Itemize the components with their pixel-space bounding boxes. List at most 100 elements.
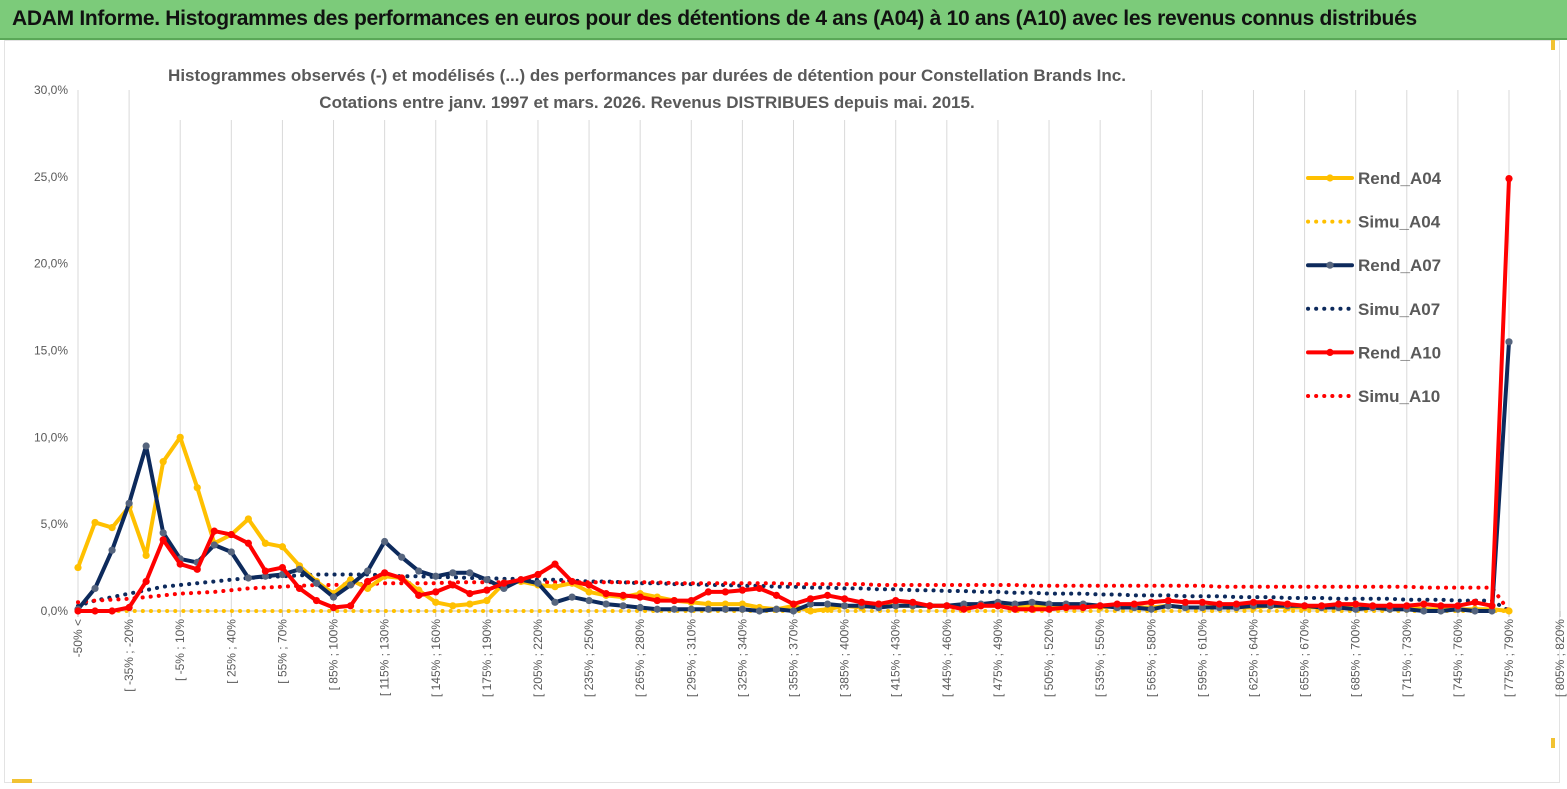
data-point xyxy=(483,587,490,594)
data-point xyxy=(671,597,678,604)
x-tick-label: [ 445% ; 460% xyxy=(940,619,954,697)
data-point xyxy=(1352,600,1359,607)
data-point xyxy=(603,590,610,597)
data-point xyxy=(143,578,150,585)
data-point xyxy=(415,592,422,599)
data-point xyxy=(330,604,337,611)
data-point xyxy=(432,599,439,606)
data-point xyxy=(74,607,81,614)
data-point xyxy=(398,574,405,581)
data-point xyxy=(1335,600,1342,607)
data-point xyxy=(330,594,337,601)
data-point xyxy=(807,595,814,602)
x-tick-label: [ 265% ; 280% xyxy=(633,619,647,697)
data-point xyxy=(585,597,592,604)
data-point xyxy=(654,597,661,604)
data-point xyxy=(1437,602,1444,609)
data-point xyxy=(858,599,865,606)
data-point xyxy=(177,561,184,568)
data-point xyxy=(449,581,456,588)
data-point xyxy=(143,552,150,559)
data-point xyxy=(534,571,541,578)
legend-marker xyxy=(1326,262,1333,269)
data-point xyxy=(262,567,269,574)
data-point xyxy=(279,564,286,571)
legend-label: Simu_A10 xyxy=(1358,387,1440,406)
data-point xyxy=(1471,599,1478,606)
data-point xyxy=(977,602,984,609)
data-point xyxy=(364,578,371,585)
x-tick-label: [ 205% ; 220% xyxy=(531,619,545,697)
data-point xyxy=(211,541,218,548)
data-point xyxy=(1045,606,1052,613)
data-point xyxy=(160,529,167,536)
data-point xyxy=(790,607,797,614)
x-tick-label: [ 685% ; 700% xyxy=(1349,619,1363,697)
y-tick-label: 0,0% xyxy=(41,604,69,618)
data-point xyxy=(841,595,848,602)
x-tick-label: [ 565% ; 580% xyxy=(1144,619,1158,697)
data-point xyxy=(1420,600,1427,607)
x-tick-label: [ 475% ; 490% xyxy=(991,619,1005,697)
data-point xyxy=(824,600,831,607)
legend-label: Rend_A10 xyxy=(1358,343,1441,362)
data-point xyxy=(688,606,695,613)
data-point xyxy=(1471,607,1478,614)
data-point xyxy=(1131,600,1138,607)
data-point xyxy=(364,567,371,574)
data-point xyxy=(1148,606,1155,613)
chart-subtitle: Cotations entre janv. 1997 et mars. 2026… xyxy=(319,93,974,112)
x-tick-label: [ 115% ; 130% xyxy=(378,619,392,696)
x-tick-label: [ 385% ; 400% xyxy=(838,619,852,697)
data-point xyxy=(228,548,235,555)
data-point xyxy=(603,600,610,607)
data-point xyxy=(279,543,286,550)
legend-label: Rend_A07 xyxy=(1358,256,1441,275)
legend-label: Rend_A04 xyxy=(1358,169,1442,188)
data-point xyxy=(91,585,98,592)
legend-marker xyxy=(1326,349,1333,356)
x-tick-label: [ 595% ; 610% xyxy=(1195,619,1209,697)
data-point xyxy=(432,588,439,595)
data-point xyxy=(126,500,133,507)
data-point xyxy=(466,569,473,576)
x-tick-label: [ 55% ; 70% xyxy=(275,619,289,684)
data-point xyxy=(296,585,303,592)
data-point xyxy=(773,606,780,613)
data-point xyxy=(534,580,541,587)
data-point xyxy=(722,606,729,613)
data-point xyxy=(108,547,115,554)
legend-label: Simu_A04 xyxy=(1358,213,1441,232)
data-point xyxy=(1080,604,1087,611)
data-point xyxy=(126,604,133,611)
data-point xyxy=(1488,602,1495,609)
data-point xyxy=(245,574,252,581)
data-point xyxy=(1267,599,1274,606)
data-point xyxy=(313,580,320,587)
x-tick-label: [ 415% ; 430% xyxy=(889,619,903,697)
data-point xyxy=(296,566,303,573)
y-tick-label: 15,0% xyxy=(34,344,68,358)
data-point xyxy=(620,602,627,609)
data-point xyxy=(926,602,933,609)
performance-histogram-chart: -50% <[ -35% ; -20%[ -5% ; 10%[ 25% ; 40… xyxy=(0,0,1567,789)
data-point xyxy=(756,585,763,592)
data-point xyxy=(1148,599,1155,606)
data-point xyxy=(909,599,916,606)
data-point xyxy=(875,600,882,607)
data-point xyxy=(1505,338,1512,345)
x-tick-label: [ 355% ; 370% xyxy=(787,619,801,697)
data-point xyxy=(347,602,354,609)
data-point xyxy=(1011,606,1018,613)
data-point xyxy=(1114,600,1121,607)
data-point xyxy=(960,606,967,613)
data-point xyxy=(108,607,115,614)
x-tick-label: [ 715% ; 730% xyxy=(1400,619,1414,697)
data-point xyxy=(943,602,950,609)
x-tick-label: [ 145% ; 160% xyxy=(429,619,443,697)
data-point xyxy=(1182,599,1189,606)
data-point xyxy=(160,536,167,543)
data-point xyxy=(1454,602,1461,609)
data-point xyxy=(245,540,252,547)
data-point xyxy=(620,592,627,599)
